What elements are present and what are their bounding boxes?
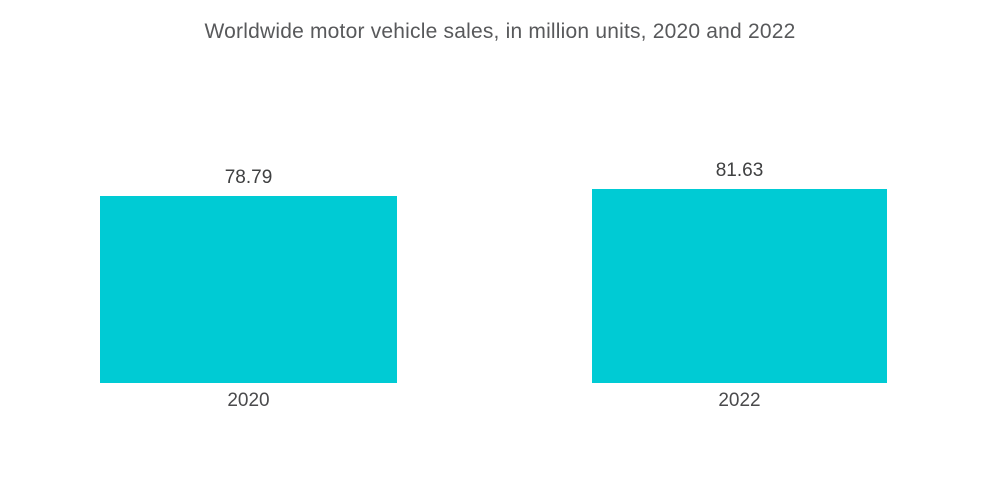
bar-2020 xyxy=(100,196,397,383)
bar-group-2020: 78.79 2020 xyxy=(100,168,397,411)
category-label-2022: 2022 xyxy=(718,390,761,411)
chart-title: Worldwide motor vehicle sales, in millio… xyxy=(204,20,796,43)
value-label-2020: 78.79 xyxy=(224,167,273,188)
bar-2022 xyxy=(592,189,887,383)
category-label-2020: 2020 xyxy=(227,390,270,411)
value-label-2022: 81.63 xyxy=(715,160,764,181)
bar-group-2022: 81.63 2022 xyxy=(592,161,887,411)
